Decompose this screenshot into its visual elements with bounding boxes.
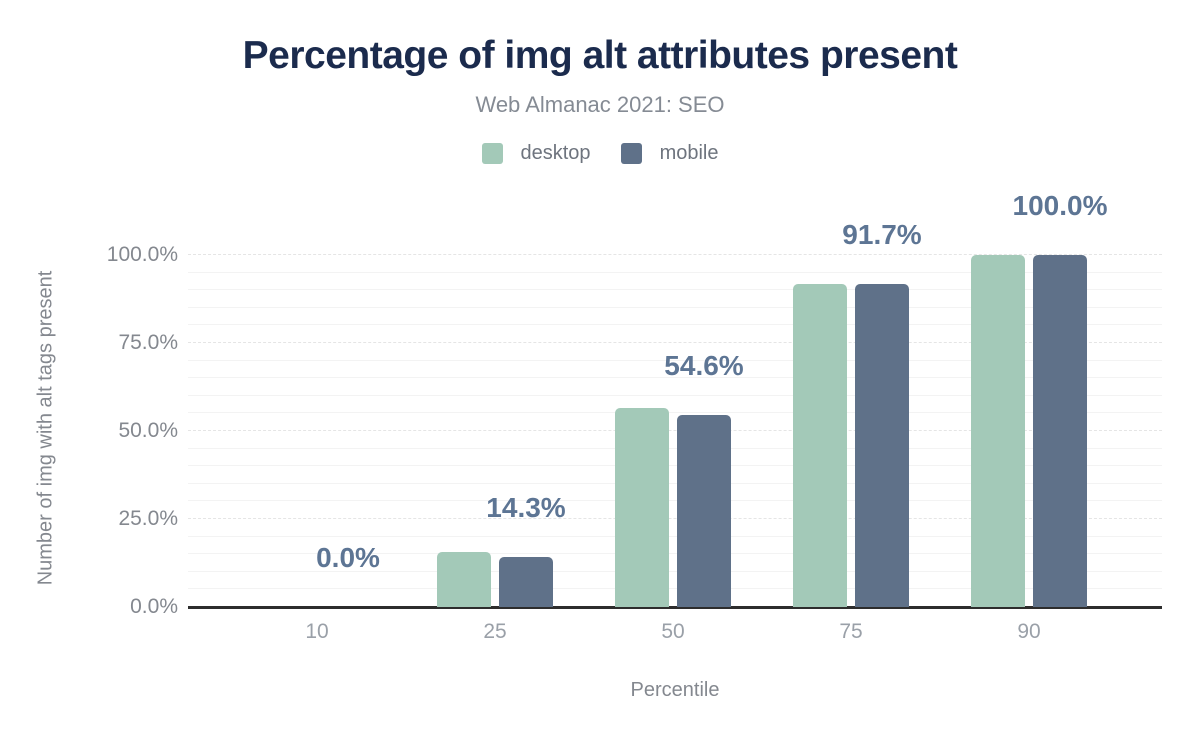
x-tick-label-p10: 10	[305, 620, 329, 643]
gridline	[188, 394, 1162, 396]
gridline	[188, 447, 1162, 449]
mobile-swatch-icon	[620, 143, 642, 164]
desktop-bar-p50	[615, 408, 669, 607]
bar-pair	[793, 255, 909, 607]
gridline	[188, 430, 1162, 431]
desktop-swatch-icon	[481, 143, 503, 164]
gridline	[188, 289, 1162, 291]
legend-label-mobile: mobile	[659, 142, 719, 164]
y-tick-label: 50.0%	[118, 419, 178, 442]
bar-group-p50: 54.6% 50	[584, 255, 762, 643]
gridline	[188, 412, 1162, 414]
value-label-p75: 91.7%	[842, 219, 922, 251]
gridline	[188, 518, 1162, 519]
desktop-bar-p75	[793, 283, 847, 607]
y-tick-label: 75.0%	[118, 331, 178, 354]
mobile-bar-p75	[855, 284, 909, 607]
value-label-p50: 54.6%	[664, 349, 744, 381]
x-axis-line	[188, 606, 1162, 609]
y-axis-ticks: 0.0% 25.0% 50.0% 75.0% 100.0%	[0, 243, 178, 618]
bar-pair	[971, 255, 1087, 607]
gridline	[188, 306, 1162, 308]
gridline	[188, 377, 1162, 379]
value-label-p25: 14.3%	[486, 491, 566, 523]
gridline	[188, 254, 1162, 255]
gridline	[188, 500, 1162, 502]
x-axis-title: Percentile	[630, 679, 720, 701]
legend: desktop mobile	[0, 142, 1200, 165]
plot-area: 0.0% 10 14.3% 25 54.6% 50 91.7% 75 100.0% 90	[188, 190, 1162, 643]
gridline	[188, 342, 1162, 343]
gridline	[188, 588, 1162, 590]
bar-pair	[437, 255, 553, 607]
gridline	[188, 465, 1162, 467]
legend-item-desktop: desktop	[481, 142, 591, 165]
y-tick-label: 0.0%	[130, 595, 178, 618]
mobile-bar-p25	[499, 556, 553, 607]
x-tick-label-p75: 75	[839, 620, 863, 643]
y-tick-label: 25.0%	[118, 507, 178, 530]
legend-item-mobile: mobile	[620, 142, 719, 165]
gridline	[188, 553, 1162, 555]
chart-subtitle: Web Almanac 2021: SEO	[475, 92, 725, 117]
bar-pair	[615, 255, 731, 607]
bar-group-p25: 14.3% 25	[406, 255, 584, 643]
bar-group-p10: 0.0% 10	[228, 255, 406, 643]
y-tick-label: 100.0%	[106, 243, 178, 266]
gridline	[188, 535, 1162, 537]
x-tick-label-p90: 90	[1017, 620, 1041, 643]
mobile-bar-p90	[1033, 255, 1087, 607]
desktop-bar-p25	[437, 552, 491, 607]
mobile-bar-p50	[677, 414, 731, 607]
bar-groups: 0.0% 10 14.3% 25 54.6% 50 91.7% 75 100.0% 90	[228, 190, 1118, 643]
chart-title: Percentage of img alt attributes present	[242, 34, 958, 77]
value-label-p10: 0.0%	[316, 542, 380, 573]
gridline	[188, 271, 1162, 273]
x-tick-label-p25: 25	[483, 620, 507, 643]
bar-group-p90: 100.0% 90	[940, 190, 1118, 643]
x-tick-label-p50: 50	[661, 620, 685, 643]
bar-group-p75: 91.7% 75	[762, 219, 940, 643]
desktop-bar-p90	[971, 255, 1025, 607]
gridline	[188, 359, 1162, 361]
value-label-p90: 100.0%	[1012, 190, 1108, 221]
gridline	[188, 570, 1162, 572]
gridline	[188, 482, 1162, 484]
gridline	[188, 324, 1162, 326]
legend-label-desktop: desktop	[520, 142, 591, 164]
